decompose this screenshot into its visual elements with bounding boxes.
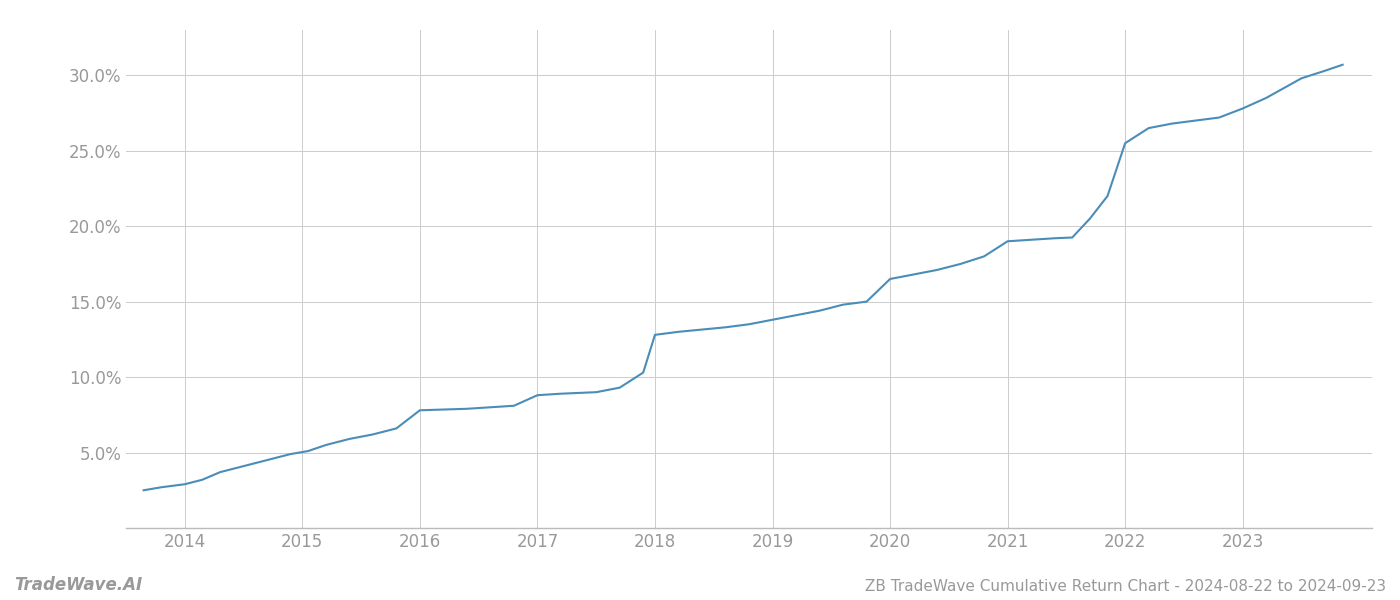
Text: TradeWave.AI: TradeWave.AI [14,576,143,594]
Text: ZB TradeWave Cumulative Return Chart - 2024-08-22 to 2024-09-23: ZB TradeWave Cumulative Return Chart - 2… [865,579,1386,594]
